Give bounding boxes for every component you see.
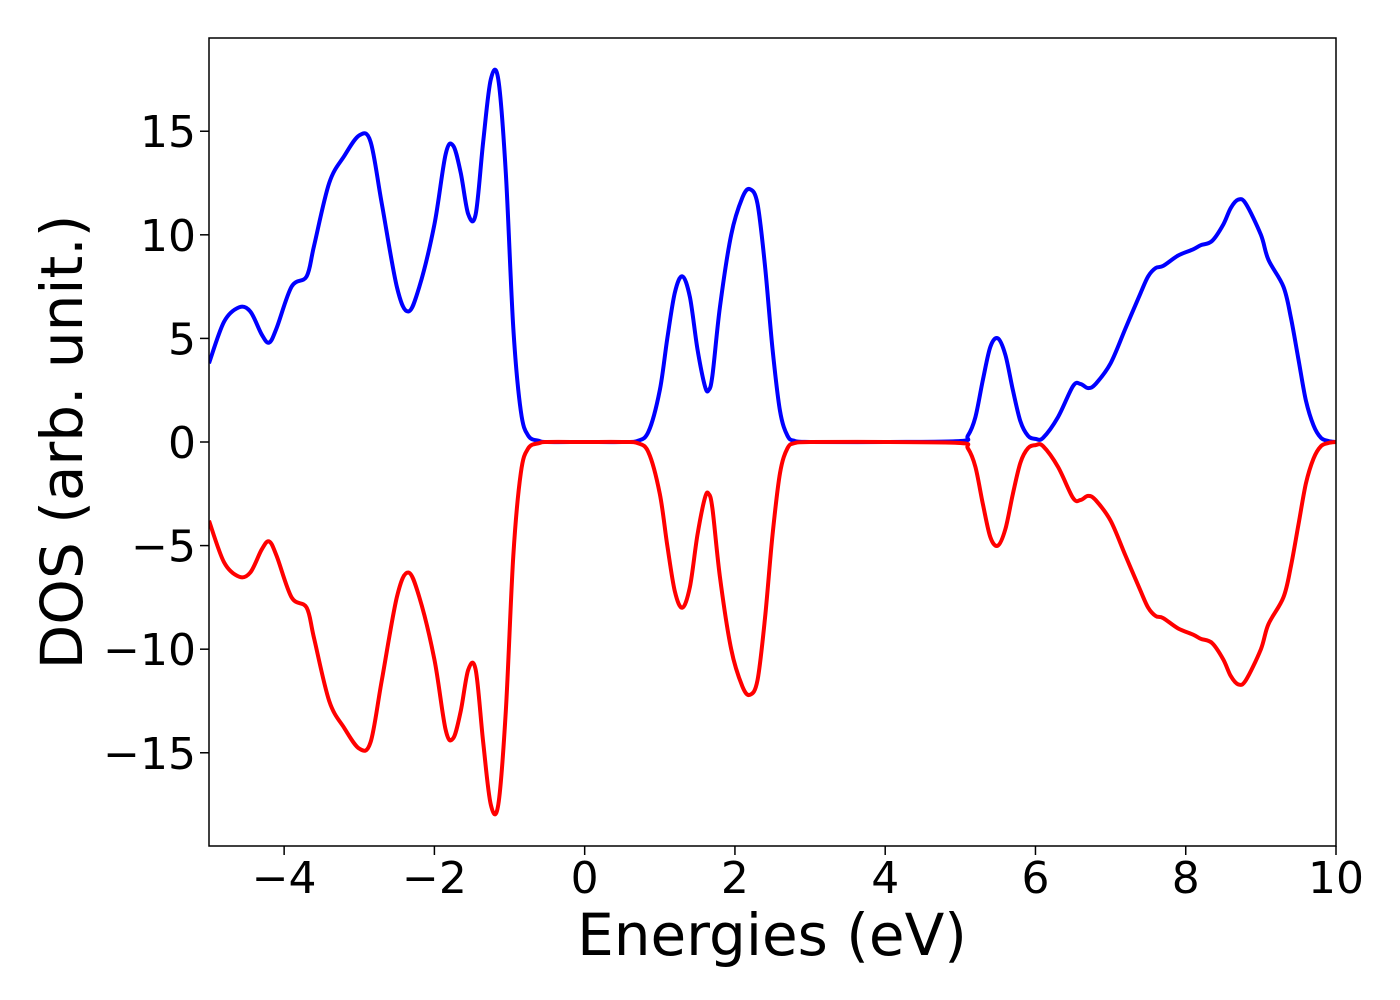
y-tick-label: 10 (140, 211, 196, 262)
x-tick-label: 10 (1308, 853, 1364, 904)
plot-background (209, 38, 1336, 846)
dos-line-negative (209, 439, 1336, 817)
x-axis-ticks: −4 −2 0 2 4 6 8 10 (252, 846, 1364, 904)
x-tick-label: −2 (402, 853, 467, 904)
x-tick-label: 4 (871, 853, 899, 904)
x-tick-label: 0 (571, 853, 599, 904)
y-tick-label: 15 (140, 107, 196, 158)
y-tick-label: 5 (168, 314, 196, 365)
y-tick-label: −15 (103, 729, 196, 780)
y-axis-label: DOS (arb. unit.) (28, 215, 96, 670)
x-tick-label: 8 (1172, 853, 1200, 904)
dos-line-positive (209, 67, 1336, 445)
x-axis-label: Energies (eV) (577, 901, 967, 969)
y-tick-label: −10 (103, 625, 196, 676)
x-tick-label: 2 (721, 853, 749, 904)
y-axis-ticks: 15 10 5 0 −5 −10 −15 (103, 107, 209, 780)
y-tick-label: 0 (168, 418, 196, 469)
x-tick-label: 6 (1021, 853, 1049, 904)
series-layer (209, 67, 1336, 817)
x-tick-label: −4 (252, 853, 317, 904)
y-tick-label: −5 (131, 522, 196, 573)
